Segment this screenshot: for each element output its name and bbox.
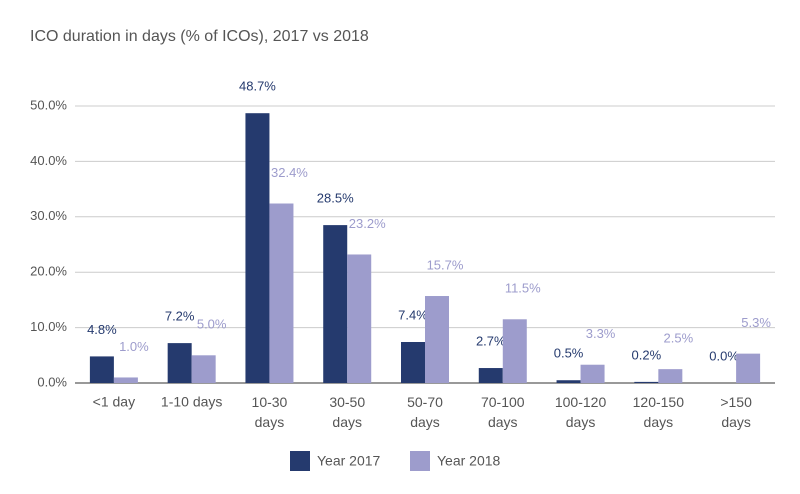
value-label: 5.0% (197, 317, 227, 332)
y-tick-label: 30.0% (30, 208, 67, 223)
legend-label: Year 2017 (317, 453, 381, 469)
y-tick-label: 20.0% (30, 264, 67, 279)
value-label: 23.2% (349, 216, 386, 231)
value-label: 3.3% (586, 326, 616, 341)
bar (323, 225, 348, 383)
x-tick-label: 120-150 days (633, 394, 685, 430)
bar (113, 377, 138, 383)
bar (478, 368, 503, 383)
bar (634, 381, 659, 383)
y-tick-label: 50.0% (30, 97, 67, 112)
x-tick-label: 100-120 days (555, 394, 607, 430)
bar (580, 364, 605, 383)
value-label: 2.5% (664, 331, 694, 346)
y-tick-label: 10.0% (30, 319, 67, 334)
y-tick-label: 40.0% (30, 153, 67, 168)
value-label: 7.2% (165, 309, 195, 324)
value-label: 7.4% (398, 307, 428, 322)
value-label: 5.3% (741, 315, 771, 330)
value-label: 28.5% (317, 191, 354, 206)
value-label: 0.0% (709, 348, 739, 363)
y-tick-label: 0.0% (37, 374, 67, 389)
bar (347, 254, 372, 383)
value-label: 1.0% (119, 339, 149, 354)
bar (425, 296, 449, 383)
bar (556, 380, 581, 383)
x-tick-label: <1 day (93, 394, 135, 410)
legend-swatch (290, 451, 310, 471)
value-label: 2.7% (476, 333, 506, 348)
x-tick-label: 30-50 days (329, 394, 365, 430)
bar (269, 203, 294, 383)
bar (401, 342, 425, 383)
bar (658, 369, 683, 383)
x-tick-label: >150 days (720, 394, 752, 430)
x-tick-label: 1-10 days (161, 394, 222, 410)
bar (89, 356, 114, 383)
bar (167, 343, 192, 383)
legend-swatch (410, 451, 430, 471)
value-label: 32.4% (271, 165, 308, 180)
bar (191, 355, 216, 383)
x-tick-label: 50-70 days (407, 394, 443, 430)
chart-title: ICO duration in days (% of ICOs), 2017 v… (30, 28, 369, 45)
value-label: 15.7% (427, 257, 464, 272)
bar (502, 319, 527, 383)
legend-label: Year 2018 (437, 453, 501, 469)
value-label: 0.2% (632, 347, 662, 362)
x-tick-label: 10-30 days (252, 394, 288, 430)
value-label: 48.7% (239, 79, 276, 94)
value-label: 0.5% (554, 346, 584, 361)
bar (245, 113, 270, 384)
value-label: 4.8% (87, 322, 117, 337)
x-tick-label: 70-100 days (481, 394, 525, 430)
value-label: 11.5% (505, 281, 541, 296)
bar (736, 353, 761, 383)
